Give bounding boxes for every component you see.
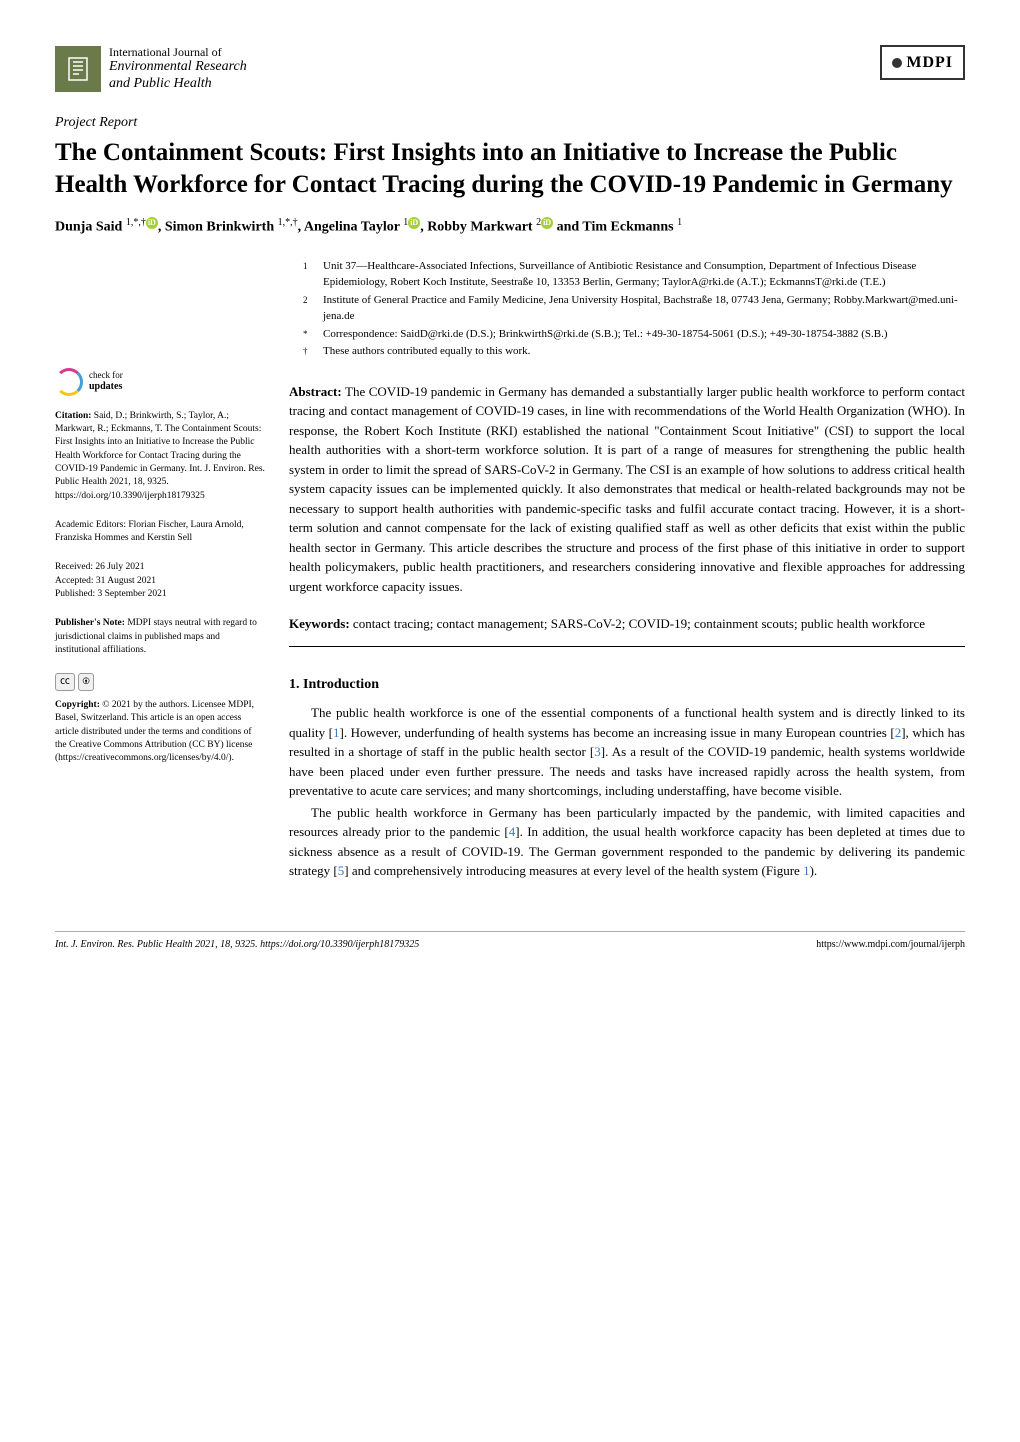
- pubnote-label: Publisher's Note:: [55, 618, 125, 628]
- copyright-label: Copyright:: [55, 700, 100, 710]
- dates-block: Received: 26 July 2021 Accepted: 31 Augu…: [55, 561, 265, 601]
- check-updates-icon: [55, 368, 83, 396]
- journal-line1: International Journal of: [109, 45, 247, 59]
- citation-text: Said, D.; Brinkwirth, S.; Taylor, A.; Ma…: [55, 411, 265, 501]
- check-updates-text: check for updates: [89, 371, 123, 392]
- citation-label: Citation:: [55, 411, 91, 421]
- sidebar: check for updates Citation: Said, D.; Br…: [55, 258, 265, 883]
- divider: [289, 646, 965, 647]
- by-icon: 🅯: [78, 673, 94, 691]
- authors: Dunja Said 1,*,†iD, Simon Brinkwirth 1,*…: [55, 216, 965, 238]
- published-date: Published: 3 September 2021: [55, 588, 265, 601]
- keywords-label: Keywords:: [289, 616, 350, 631]
- footer-left: Int. J. Environ. Res. Public Health 2021…: [55, 938, 419, 953]
- affiliation-1: 1 Unit 37—Healthcare-Associated Infectio…: [303, 258, 965, 291]
- header: International Journal of Environmental R…: [55, 45, 965, 93]
- abstract: Abstract: The COVID-19 pandemic in Germa…: [289, 382, 965, 597]
- paragraph-2: The public health workforce in Germany h…: [289, 803, 965, 881]
- section-heading-1: 1. Introduction: [289, 675, 965, 695]
- affiliations: 1 Unit 37—Healthcare-Associated Infectio…: [289, 258, 965, 360]
- equal-contribution: † These authors contributed equally to t…: [303, 343, 965, 360]
- main-content: 1 Unit 37—Healthcare-Associated Infectio…: [289, 258, 965, 883]
- journal-logo-icon: [55, 46, 101, 92]
- paragraph-1: The public health workforce is one of th…: [289, 703, 965, 801]
- citation-block: Citation: Said, D.; Brinkwirth, S.; Tayl…: [55, 410, 265, 503]
- article-title: The Containment Scouts: First Insights i…: [55, 137, 965, 200]
- journal-name: International Journal of Environmental R…: [109, 45, 247, 93]
- correspondence: * Correspondence: SaidD@rki.de (D.S.); B…: [303, 326, 965, 343]
- cc-icon: ㏄: [55, 673, 75, 691]
- publisher-note-block: Publisher's Note: MDPI stays neutral wit…: [55, 617, 265, 657]
- accepted-date: Accepted: 31 August 2021: [55, 575, 265, 588]
- received-date: Received: 26 July 2021: [55, 561, 265, 574]
- publisher-name: MDPI: [906, 51, 953, 74]
- abstract-text: The COVID-19 pandemic in Germany has dem…: [289, 384, 965, 594]
- introduction-body: The public health workforce is one of th…: [289, 703, 965, 881]
- check-for-updates[interactable]: check for updates: [55, 368, 265, 396]
- journal-line3: and Public Health: [109, 76, 247, 93]
- affiliation-2: 2 Institute of General Practice and Fami…: [303, 292, 965, 325]
- journal-line2: Environmental Research: [109, 59, 247, 76]
- footer-right: https://www.mdpi.com/journal/ijerph: [816, 938, 965, 953]
- footer: Int. J. Environ. Res. Public Health 2021…: [55, 931, 965, 953]
- article-type: Project Report: [55, 113, 965, 133]
- mdpi-dot-icon: [892, 58, 902, 68]
- abstract-label: Abstract:: [289, 384, 342, 399]
- publisher-logo: MDPI: [880, 45, 965, 80]
- editors-label: Academic Editors:: [55, 520, 126, 530]
- keywords: Keywords: contact tracing; contact manag…: [289, 614, 965, 634]
- copyright-block: Copyright: © 2021 by the authors. Licens…: [55, 699, 265, 765]
- cc-license-badge: ㏄ 🅯: [55, 673, 265, 691]
- keywords-text: contact tracing; contact management; SAR…: [353, 616, 925, 631]
- editors-block: Academic Editors: Florian Fischer, Laura…: [55, 519, 265, 546]
- journal-logo: International Journal of Environmental R…: [55, 45, 247, 93]
